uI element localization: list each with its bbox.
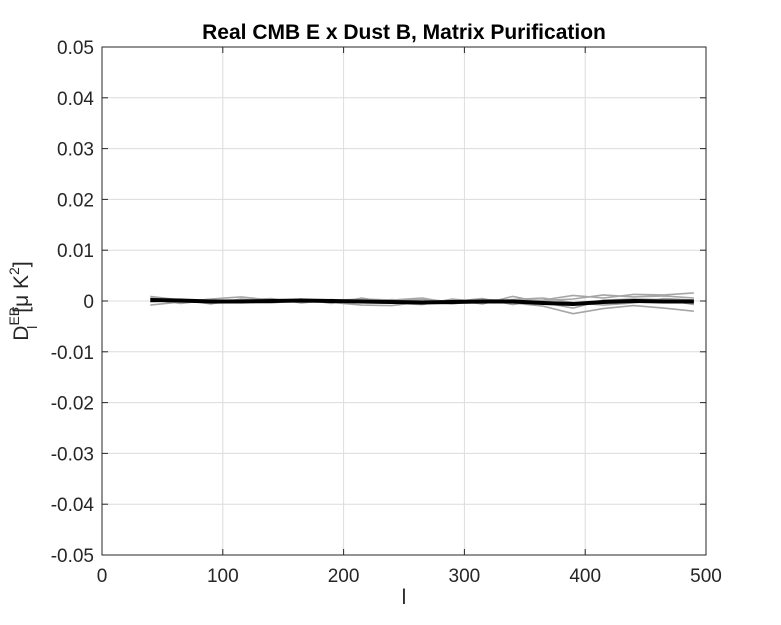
ticks [101,46,707,556]
y-label-unit-k: K [10,275,33,295]
y-axis-label: DEBl [μ K2] [6,261,40,340]
x-tick-label: 300 [449,566,481,587]
series-line-realization [150,297,694,306]
y-tick-label: -0.05 [51,546,94,567]
x-tick-label: 200 [328,566,360,587]
chart-title: Real CMB E x Dust B, Matrix Purification [202,21,606,44]
y-label-subscript: l [24,326,40,329]
y-tick-label: 0.01 [57,241,94,262]
y-tick-label: 0 [83,292,94,313]
y-tick-label: -0.02 [51,394,94,415]
y-label-superscript: EB [6,307,22,326]
series-group [150,292,695,315]
y-tick-label: -0.01 [51,343,94,364]
y-tick-label: -0.04 [51,495,95,516]
y-tick-label: 0.05 [57,38,94,59]
y-tick-label: 0.03 [57,140,94,161]
y-label-main: D [10,326,33,341]
y-label-unit-close: ] [10,261,33,267]
y-tick-labels: 0.05 0.04 0.03 0.02 0.01 0 -0.01 -0.02 -0.03 -0.0… [51,38,95,567]
x-tick-label: 400 [569,566,601,587]
x-tick-labels: 0 100 200 300 400 500 [97,566,722,587]
y-tick-label: -0.03 [51,444,94,465]
y-label-unit-open: [ [10,307,33,313]
series-line-mean [150,298,694,306]
grid [101,46,707,556]
y-tick-label: 0.02 [57,190,94,211]
x-tick-label: 100 [207,566,239,587]
x-tick-label: 500 [690,566,722,587]
y-label-unit-power: 2 [6,267,22,275]
x-axis-label: l [402,586,407,609]
y-tick-label: 0.04 [57,89,94,110]
y-label-unit-mu: μ [10,295,33,307]
x-tick-label: 0 [97,566,108,587]
